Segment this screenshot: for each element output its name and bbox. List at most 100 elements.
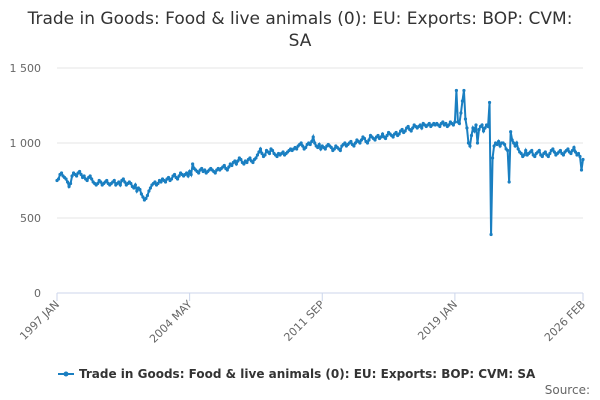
data-point (236, 159, 240, 163)
data-point (561, 153, 566, 157)
data-point (524, 148, 528, 153)
data-point (139, 192, 144, 196)
data-point (444, 121, 448, 126)
data-point (67, 184, 71, 189)
data-point (233, 159, 237, 163)
data-point (310, 139, 314, 144)
data-point (510, 138, 514, 142)
data-point (463, 117, 468, 121)
data-point (172, 172, 177, 177)
data-point (490, 156, 495, 160)
data-point (359, 138, 364, 142)
data-point (177, 174, 181, 178)
data-point (145, 193, 150, 198)
data-point (365, 141, 370, 145)
data-point (509, 130, 513, 134)
data-point (301, 144, 305, 148)
data-point (129, 181, 133, 186)
data-point (420, 126, 424, 130)
data-point (349, 139, 353, 144)
x-tick-label: 1997 JAN (17, 298, 62, 343)
data-point (475, 141, 480, 145)
data-point (338, 148, 342, 153)
data-point (308, 142, 312, 147)
data-point (522, 153, 526, 157)
data-point (133, 183, 137, 187)
data-point (516, 147, 520, 151)
data-point (239, 157, 243, 162)
data-point (257, 150, 261, 154)
data-point (153, 180, 157, 184)
data-point (487, 100, 492, 105)
x-tick-label: 2011 SEP (281, 298, 327, 344)
data-point (558, 148, 562, 153)
data-point (88, 174, 92, 178)
data-point (441, 120, 445, 124)
data-point (138, 187, 142, 192)
data-point (251, 160, 255, 165)
data-point (569, 151, 573, 156)
data-point (90, 177, 94, 181)
data-point (451, 123, 455, 127)
data-point (533, 154, 537, 159)
data-point (118, 183, 122, 187)
data-point (480, 123, 484, 127)
data-point (353, 141, 358, 145)
data-point (227, 165, 231, 169)
data-point (200, 166, 204, 171)
data-point (530, 148, 534, 153)
data-point (486, 124, 490, 129)
data-point (332, 147, 336, 151)
series-line (56, 90, 584, 235)
data-point (248, 156, 252, 160)
data-point (74, 174, 79, 178)
data-point (572, 145, 576, 150)
data-point (373, 138, 377, 142)
data-point (573, 150, 578, 154)
data-point (495, 142, 499, 147)
data-point (186, 174, 190, 178)
source: Source: (545, 383, 590, 397)
data-point (222, 163, 226, 168)
data-point (468, 144, 472, 148)
data-point (135, 189, 139, 193)
y-tick-label: 0 (34, 287, 41, 300)
data-point (203, 168, 207, 172)
data-point (260, 151, 264, 156)
data-point (362, 136, 367, 141)
data-point (144, 196, 148, 201)
data-point (579, 168, 584, 172)
data-point (352, 144, 356, 148)
data-point (56, 177, 61, 181)
data-point (281, 150, 285, 154)
x-tick-label: 2019 JAN (415, 298, 460, 343)
data-point (462, 88, 466, 93)
data-point (105, 178, 109, 183)
data-point (540, 154, 544, 159)
data-point (403, 129, 407, 133)
data-point (471, 126, 475, 130)
data-point (175, 177, 180, 181)
data-point (477, 127, 481, 132)
data-point (474, 123, 478, 127)
legend-marker (63, 371, 69, 377)
data-point (317, 142, 321, 147)
data-point (447, 123, 451, 127)
data-point (513, 144, 517, 148)
data-point (537, 148, 541, 153)
data-point (506, 148, 510, 153)
data-point (270, 148, 275, 153)
data-point (552, 150, 556, 154)
data-point (492, 144, 496, 148)
data-point (96, 181, 100, 186)
data-point (406, 124, 410, 129)
data-point (543, 150, 547, 154)
data-point (141, 195, 145, 199)
data-point (454, 88, 458, 93)
data-point (570, 148, 575, 153)
data-point (68, 181, 73, 186)
data-point (519, 151, 523, 156)
data-point (121, 177, 125, 181)
data-point (254, 156, 258, 160)
